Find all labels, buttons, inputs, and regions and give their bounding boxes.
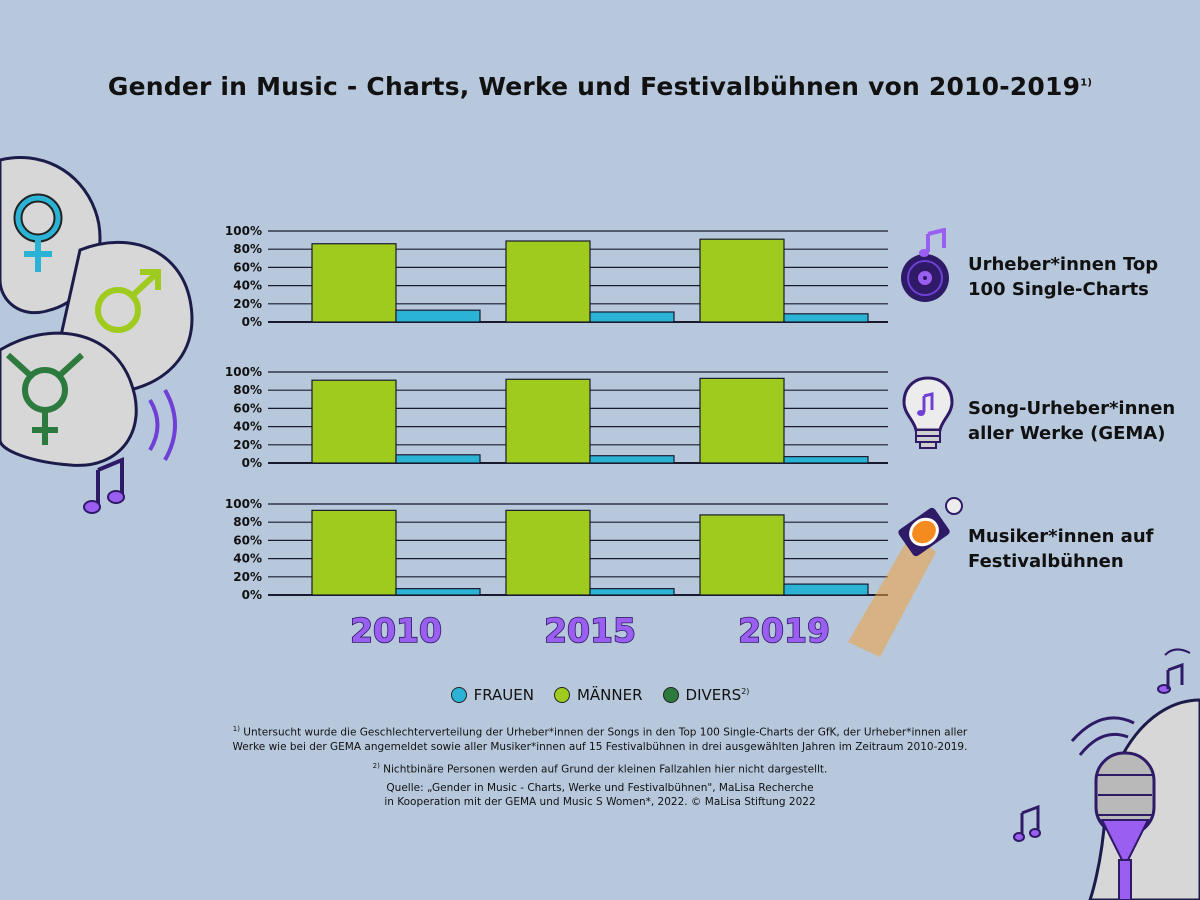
bar-frauen-2015 xyxy=(589,455,675,464)
vinyl-record-icon xyxy=(901,228,949,302)
legend-item-maenner: MÄNNER xyxy=(553,686,643,704)
footnote-text: Werke wie bei der GEMA angemeldet sowie … xyxy=(232,740,968,753)
legend-label-text: DIVERS xyxy=(685,686,742,704)
page-title: Gender in Music - Charts, Werke und Fest… xyxy=(0,72,1200,101)
bar-maenner-2015 xyxy=(505,509,591,596)
category-label-line: aller Werke (GEMA) xyxy=(968,423,1166,444)
category-label-gema-works: Song-Urheber*innen aller Werke (GEMA) xyxy=(968,396,1188,446)
legend-swatch xyxy=(662,687,679,703)
legend-swatch xyxy=(553,687,570,703)
source-text: Quelle: „Gender in Music - Charts, Werke… xyxy=(386,782,814,794)
y-tick-label: 0% xyxy=(242,315,262,329)
legend-label: MÄNNER xyxy=(576,686,643,704)
bar-maenner-2015 xyxy=(505,378,591,464)
bar-frauen-2015 xyxy=(589,588,675,596)
y-tick-label: 80% xyxy=(233,383,262,397)
lightbulb-icon xyxy=(902,376,954,449)
bar-maenner-2015 xyxy=(505,240,591,323)
bar-frauen-2019 xyxy=(783,583,869,596)
bar-maenner-2010 xyxy=(311,509,397,596)
bar-frauen-2019 xyxy=(783,313,869,323)
bar-maenner-2010 xyxy=(311,379,397,464)
y-tick-label: 80% xyxy=(233,242,262,256)
y-tick-label: 20% xyxy=(233,570,262,584)
footnote-1: 1) Untersucht wurde die Geschlechtervert… xyxy=(0,722,1200,754)
footnote-text: Untersucht wurde die Geschlechterverteil… xyxy=(243,726,968,739)
category-label-festival-stages: Musiker*innen auf Festivalbühnen xyxy=(968,524,1188,574)
male-symbol-icon xyxy=(95,269,161,333)
y-tick-label: 40% xyxy=(233,279,262,293)
music-note-icon xyxy=(83,457,125,514)
bar-maenner-2019 xyxy=(699,377,785,464)
source-note: Quelle: „Gender in Music - Charts, Werke… xyxy=(0,781,1200,809)
x-category-label: 2019 xyxy=(738,611,830,650)
x-category-label: 2010 xyxy=(350,611,442,650)
bar-frauen-2010 xyxy=(395,454,481,464)
legend-footnote-marker: 2) xyxy=(741,687,750,696)
y-tick-label: 60% xyxy=(233,260,262,274)
title-text: Gender in Music - Charts, Werke und Fest… xyxy=(107,72,1081,101)
category-label-line: Song-Urheber*innen xyxy=(968,398,1176,419)
y-tick-label: 20% xyxy=(233,438,262,452)
category-label-line: Festivalbühnen xyxy=(968,551,1124,572)
footnote-text: Nichtbinäre Personen werden auf Grund de… xyxy=(383,763,828,775)
source-text: in Kooperation mit der GEMA und Music S … xyxy=(384,796,816,808)
legend-label: DIVERS2) xyxy=(686,686,750,704)
y-tick-label: 100% xyxy=(225,497,262,511)
legend-label: FRAUEN xyxy=(473,686,534,704)
y-tick-label: 40% xyxy=(233,420,262,434)
legend: FRAUEN MÄNNER DIVERS2) xyxy=(0,686,1200,704)
bar-maenner-2010 xyxy=(311,243,397,323)
legend-item-frauen: FRAUEN xyxy=(450,686,534,704)
bar-frauen-2010 xyxy=(395,309,481,323)
y-tick-label: 0% xyxy=(242,456,262,470)
legend-item-divers: DIVERS2) xyxy=(662,686,750,704)
bar-maenner-2019 xyxy=(699,238,785,323)
y-tick-label: 40% xyxy=(233,552,262,566)
category-label-line: 100 Single-Charts xyxy=(968,279,1149,300)
music-note-icon xyxy=(1013,804,1041,842)
footnote-marker: 2) xyxy=(372,761,380,770)
spotlight-icon xyxy=(848,497,963,657)
x-category-label: 2015 xyxy=(544,611,636,650)
footnote-marker: 1) xyxy=(232,725,240,733)
y-tick-label: 100% xyxy=(225,224,262,238)
microphone-decoration xyxy=(1013,648,1200,900)
title-footnote-marker: 1) xyxy=(1080,77,1093,89)
y-tick-label: 100% xyxy=(225,365,262,379)
category-label-line: Musiker*innen auf xyxy=(968,526,1154,547)
footnote-2: 2) Nichtbinäre Personen werden auf Grund… xyxy=(0,759,1200,777)
transgender-symbol-icon xyxy=(5,352,85,445)
category-label-single-charts: Urheber*innen Top 100 Single-Charts xyxy=(968,252,1188,302)
bar-frauen-2010 xyxy=(395,588,481,596)
bar-frauen-2019 xyxy=(783,456,869,464)
bar-frauen-2015 xyxy=(589,311,675,323)
microphone-icon xyxy=(1094,751,1156,900)
y-tick-label: 60% xyxy=(233,401,262,415)
y-tick-label: 0% xyxy=(242,588,262,602)
legend-swatch xyxy=(450,687,467,703)
bar-maenner-2019 xyxy=(699,514,785,596)
footnotes: 1) Untersucht wurde die Geschlechtervert… xyxy=(0,722,1200,814)
y-tick-label: 60% xyxy=(233,533,262,547)
category-label-line: Urheber*innen Top xyxy=(968,254,1159,275)
music-note-icon xyxy=(1157,648,1191,694)
y-tick-label: 80% xyxy=(233,515,262,529)
y-tick-label: 20% xyxy=(233,297,262,311)
female-symbol-icon xyxy=(13,193,63,272)
gender-symbols-decoration xyxy=(0,155,194,514)
